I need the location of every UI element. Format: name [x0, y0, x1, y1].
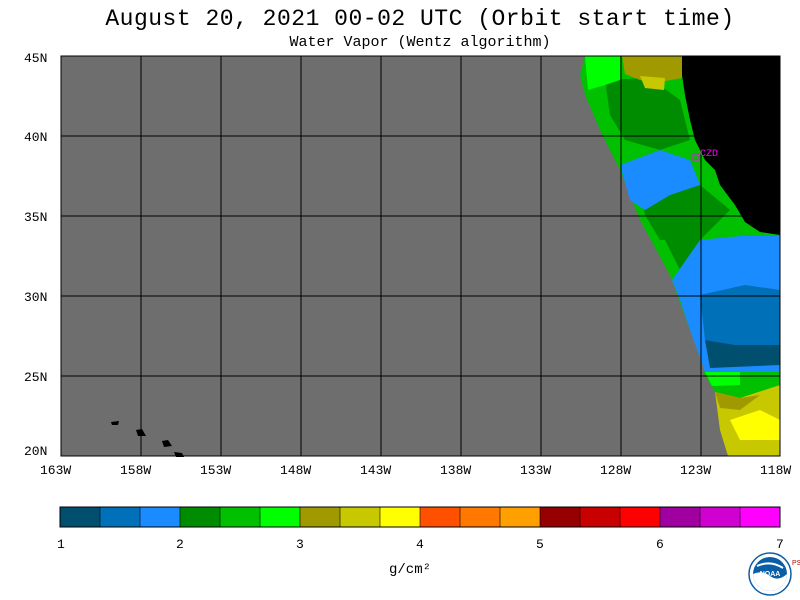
colorbar-tick-label: 5 — [536, 537, 544, 552]
colorbar-swatch — [420, 507, 461, 527]
lat-axis: 45N 40N 35N 30N 25N 20N — [24, 51, 47, 459]
colorbar-tick-label: 1 — [57, 537, 65, 552]
colorbar-swatch — [460, 507, 501, 527]
colorbar-swatch — [380, 507, 421, 527]
colorbar-swatch — [100, 507, 141, 527]
noaa-logo-text: NOAA — [760, 571, 781, 578]
lon-label: 158W — [120, 463, 151, 478]
lon-label: 133W — [520, 463, 551, 478]
colorbar-swatch — [500, 507, 541, 527]
colorbar-tick-label: 2 — [176, 537, 184, 552]
colorbar-swatch — [540, 507, 581, 527]
lon-label: 128W — [600, 463, 631, 478]
colorbar-swatch — [620, 507, 661, 527]
lon-label: 163W — [40, 463, 71, 478]
colorbar-unit-label: g/cm² — [388, 562, 431, 578]
colorbar-swatches — [60, 507, 781, 527]
chart-title: August 20, 2021 00-02 UTC (Orbit start t… — [105, 6, 735, 32]
land-mass — [682, 56, 780, 235]
psl-side-text: PSL — [792, 560, 800, 567]
lon-label: 153W — [200, 463, 231, 478]
station-label: CZD — [700, 149, 718, 160]
lat-label: 25N — [24, 370, 47, 385]
lat-label: 35N — [24, 210, 47, 225]
colorbar-swatch — [220, 507, 261, 527]
lat-label: 45N — [24, 51, 47, 66]
lon-label: 148W — [280, 463, 311, 478]
colorbar-swatch — [300, 507, 341, 527]
colorbar-swatch — [260, 507, 301, 527]
colorbar: 1 2 3 4 5 6 7 — [57, 506, 784, 552]
colorbar-swatch — [60, 507, 101, 527]
map-frame — [60, 55, 781, 457]
colorbar-swatch — [340, 507, 381, 527]
water-vapor-map: CZD 45N 40N 35N 30N 25N 20N 163W 158W 15… — [24, 51, 791, 478]
station-marker: CZD — [692, 149, 718, 161]
chart-subtitle: Water Vapor (Wentz algorithm) — [289, 34, 551, 51]
noaa-logo-icon: NOAA — [748, 552, 792, 596]
colorbar-tick-label: 3 — [296, 537, 304, 552]
lon-axis: 163W 158W 153W 148W 143W 138W 133W 128W … — [40, 463, 791, 478]
lon-label: 123W — [680, 463, 711, 478]
lat-label: 40N — [24, 130, 47, 145]
lat-label: 30N — [24, 290, 47, 305]
colorbar-swatch — [660, 507, 701, 527]
colorbar-tick-label: 4 — [416, 537, 424, 552]
grid-lines — [61, 56, 780, 456]
colorbar-swatch — [740, 507, 781, 527]
lon-label: 138W — [440, 463, 471, 478]
colorbar-swatch — [140, 507, 181, 527]
colorbar-frame — [59, 506, 781, 528]
colorbar-swatch — [700, 507, 741, 527]
lon-label: 118W — [760, 463, 791, 478]
colorbar-tick-label: 6 — [656, 537, 664, 552]
colorbar-tick-label: 7 — [776, 537, 784, 552]
lat-label: 20N — [24, 444, 47, 459]
colorbar-swatch — [180, 507, 221, 527]
colorbar-swatch — [580, 507, 621, 527]
lon-label: 143W — [360, 463, 391, 478]
colorbar-ticks: 1 2 3 4 5 6 7 — [57, 537, 784, 552]
